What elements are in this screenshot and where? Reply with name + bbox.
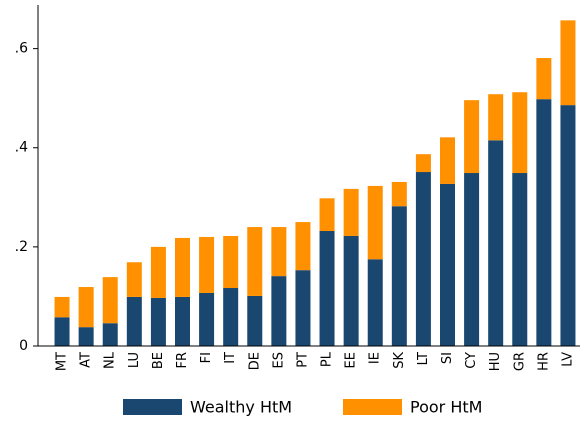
- bar-segment: [367, 259, 383, 346]
- x-tick-label: LU: [127, 352, 142, 368]
- bar-segment: [560, 105, 576, 346]
- y-tick-label: .4: [15, 140, 28, 156]
- bar-segment: [391, 206, 407, 346]
- x-tick-label: ES: [271, 352, 286, 368]
- x-tick-label: IT: [223, 352, 238, 364]
- bar-segment: [440, 137, 455, 184]
- bar-segment: [512, 92, 528, 174]
- bar-segment: [488, 94, 504, 141]
- bar-segment: [223, 288, 239, 346]
- bar-segment: [247, 227, 263, 296]
- bar-segment: [199, 236, 215, 293]
- bar-segment: [126, 262, 142, 297]
- bar-segment: [199, 292, 215, 346]
- bar-segment: [150, 246, 166, 298]
- x-tick-label: FI: [199, 352, 214, 363]
- x-tick-label: NL: [103, 351, 118, 369]
- x-tick-label: BE: [151, 352, 166, 369]
- x-tick-label: PL: [320, 351, 335, 367]
- bar-segment: [536, 58, 552, 100]
- legend-label: Wealthy HtM: [190, 398, 292, 417]
- bar-segment: [319, 198, 335, 232]
- bar-segment: [536, 99, 552, 346]
- bar-segment: [367, 185, 383, 260]
- bar-segment: [223, 235, 239, 289]
- bar-segment: [54, 296, 70, 318]
- bar-segment: [488, 140, 504, 346]
- bar-segment: [78, 287, 94, 328]
- bar-segment: [126, 296, 142, 346]
- x-tick-label: DE: [247, 352, 262, 370]
- bar-segment: [247, 295, 263, 346]
- x-tick-label: MT: [55, 352, 70, 371]
- x-tick-label: EE: [344, 352, 359, 368]
- bar-segment: [175, 296, 190, 346]
- y-tick-label: .2: [15, 239, 28, 255]
- y-tick-label: 0: [19, 338, 28, 354]
- bar-segment: [271, 276, 287, 346]
- x-tick-label: CY: [464, 352, 479, 369]
- x-tick-label: SK: [392, 352, 407, 369]
- bar-segment: [54, 317, 70, 346]
- bar-segment: [295, 222, 311, 271]
- bar-segment: [78, 327, 94, 346]
- x-tick-label: GR: [512, 352, 527, 371]
- bar-segment: [464, 173, 480, 346]
- bar-segment: [271, 227, 287, 277]
- x-tick-label: AT: [79, 352, 94, 368]
- bar-segment: [343, 188, 359, 236]
- x-tick-label: SI: [440, 352, 455, 364]
- bar-segment: [175, 237, 190, 297]
- legend-label: Poor HtM: [410, 398, 482, 417]
- x-tick-label: FR: [175, 352, 190, 369]
- bar-segment: [464, 100, 480, 174]
- x-tick-label: HU: [488, 352, 503, 371]
- x-tick-label: IE: [368, 352, 383, 364]
- bar-segment: [295, 270, 311, 346]
- x-tick-label: PT: [295, 352, 310, 368]
- bar-segment: [560, 20, 576, 106]
- bar-segment: [415, 172, 431, 346]
- bar-segment: [343, 235, 359, 346]
- bar-segment: [512, 173, 528, 346]
- bar-segment: [415, 154, 431, 173]
- legend-swatch: [343, 399, 402, 415]
- bar-segment: [391, 181, 407, 207]
- bar-segment: [102, 277, 118, 324]
- x-tick-label: LT: [416, 352, 431, 365]
- bar-segment: [319, 231, 335, 346]
- x-tick-label: HR: [536, 352, 551, 371]
- x-tick-label: LV: [560, 352, 575, 367]
- y-tick-label: .6: [15, 41, 28, 57]
- bar-segment: [440, 183, 455, 346]
- bar-segment: [102, 323, 118, 346]
- legend-swatch: [123, 399, 182, 415]
- bar-segment: [150, 297, 166, 346]
